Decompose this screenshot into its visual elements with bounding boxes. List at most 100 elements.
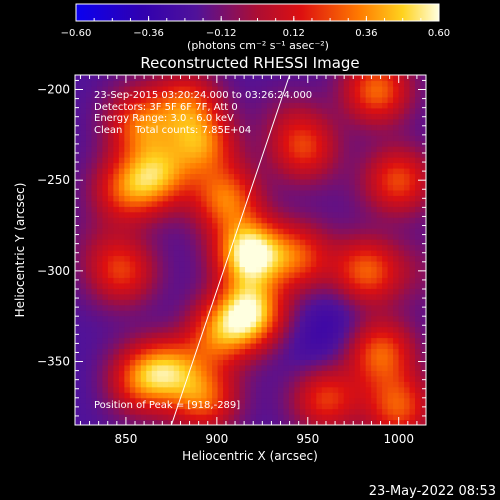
heatmap-cell — [102, 364, 109, 371]
heatmap-cell — [239, 151, 246, 158]
heatmap-cell — [107, 260, 114, 268]
heatmap-cell — [371, 288, 378, 295]
heatmap-cell — [310, 370, 317, 377]
heatmap-cell — [228, 321, 235, 328]
heatmap-cell — [371, 75, 378, 82]
heatmap-cell — [338, 375, 345, 382]
heatmap-cell — [382, 102, 389, 109]
heatmap-cell — [135, 206, 142, 213]
heatmap-cell — [75, 184, 82, 191]
heatmap-cell — [305, 271, 312, 278]
heatmap-cell — [107, 233, 114, 240]
heatmap-cell — [288, 310, 295, 317]
heatmap-cell — [305, 189, 312, 196]
heatmap-cell — [327, 113, 334, 120]
heatmap-cell — [398, 244, 405, 251]
heatmap-cell — [332, 140, 339, 147]
heatmap-cell — [124, 326, 131, 333]
heatmap-cell — [321, 162, 328, 169]
heatmap-cell — [288, 381, 295, 388]
heatmap-cell — [162, 353, 169, 360]
heatmap-cell — [151, 408, 158, 415]
heatmap-cell — [228, 392, 235, 399]
heatmap-cell — [162, 315, 169, 322]
heatmap-cell — [338, 403, 345, 410]
heatmap-cell — [135, 85, 142, 93]
heatmap-cell — [360, 151, 367, 158]
heatmap-cell — [305, 321, 312, 328]
heatmap-cell — [376, 228, 383, 235]
heatmap-cell — [261, 315, 268, 322]
heatmap-cell — [102, 217, 109, 224]
heatmap-cell — [305, 310, 312, 317]
heatmap-cell — [146, 419, 153, 425]
heatmap-cell — [184, 222, 191, 229]
heatmap-cell — [360, 381, 367, 388]
heatmap-cell — [371, 321, 378, 328]
heatmap-cell — [80, 206, 87, 213]
heatmap-cell — [327, 408, 334, 415]
heatmap-cell — [75, 414, 82, 421]
heatmap-cell — [283, 189, 290, 196]
heatmap-cell — [91, 217, 98, 224]
heatmap-cell — [140, 113, 147, 120]
heatmap-cell — [332, 342, 339, 350]
heatmap-cell — [223, 326, 230, 333]
heatmap-cell — [245, 217, 252, 224]
heatmap-cell — [75, 392, 82, 399]
heatmap-cell — [80, 419, 87, 425]
heatmap-cell — [102, 233, 109, 240]
heatmap-cell — [327, 403, 334, 410]
heatmap-cell — [283, 113, 290, 120]
heatmap-cell — [376, 342, 383, 350]
heatmap-cell — [118, 146, 125, 153]
heatmap-cell — [250, 342, 257, 350]
heatmap-cell — [332, 239, 339, 246]
heatmap-cell — [415, 288, 422, 295]
heatmap-cell — [382, 397, 389, 404]
heatmap-cell — [420, 206, 426, 213]
heatmap-cell — [382, 359, 389, 366]
heatmap-cell — [321, 107, 328, 114]
heatmap-cell — [234, 403, 241, 410]
heatmap-cell — [404, 96, 411, 103]
heatmap-cell — [135, 140, 142, 147]
heatmap-cell — [327, 353, 334, 360]
heatmap-cell — [404, 107, 411, 114]
heatmap-cell — [321, 195, 328, 202]
heatmap-cell — [409, 414, 416, 421]
heatmap-cell — [206, 304, 213, 311]
heatmap-cell — [404, 403, 411, 410]
heatmap-cell — [299, 217, 306, 224]
heatmap-cell — [245, 151, 252, 158]
heatmap-cell — [327, 102, 334, 109]
heatmap-cell — [321, 321, 328, 328]
heatmap-cell — [113, 315, 120, 322]
heatmap-cell — [184, 107, 191, 114]
chart-title: Reconstructed RHESSI Image — [140, 54, 359, 72]
heatmap-cell — [266, 326, 274, 333]
heatmap-cell — [146, 288, 153, 295]
heatmap-cell — [118, 326, 125, 333]
heatmap-cell — [420, 386, 426, 393]
heatmap-cell — [80, 414, 87, 421]
heatmap-cell — [85, 184, 93, 191]
heatmap-cell — [129, 113, 136, 120]
heatmap-cell — [261, 370, 268, 377]
heatmap-cell — [365, 321, 372, 328]
heatmap-cell — [179, 157, 186, 164]
heatmap-cell — [107, 299, 114, 306]
heatmap-cell — [294, 206, 301, 213]
heatmap-cell — [371, 135, 378, 142]
heatmap-cell — [266, 337, 274, 344]
heatmap-cell — [316, 107, 323, 114]
heatmap-cell — [217, 151, 224, 158]
heatmap-cell — [255, 364, 263, 371]
heatmap-cell — [85, 189, 93, 196]
heatmap-cell — [250, 288, 257, 295]
heatmap-cell — [113, 342, 120, 350]
heatmap-cell — [228, 299, 235, 306]
heatmap-cell — [195, 403, 202, 410]
heatmap-cell — [195, 113, 202, 120]
heatmap-cell — [162, 271, 169, 278]
